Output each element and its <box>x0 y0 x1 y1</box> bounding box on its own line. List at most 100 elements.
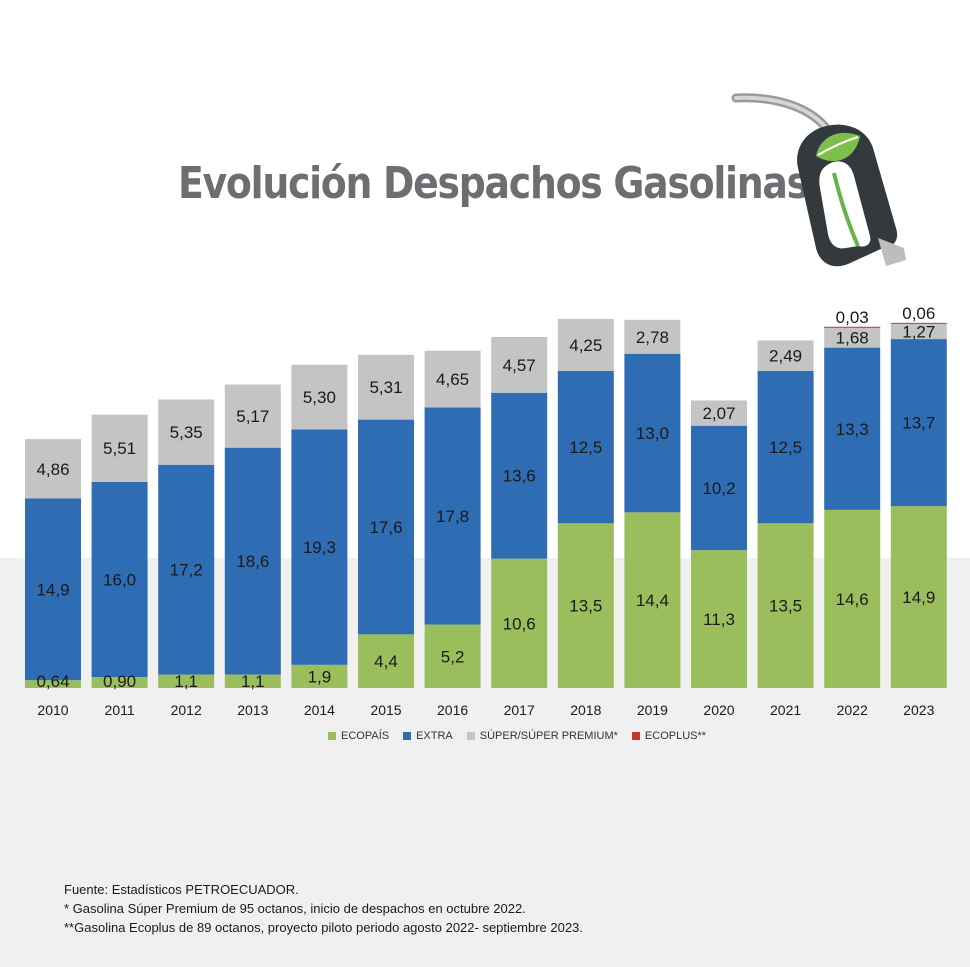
bar-ecoplus-2023 <box>890 322 947 324</box>
data-label-ecoplus-2023: 0,06 <box>902 304 935 323</box>
data-label-super-super-premium-2010: 4,86 <box>36 460 69 479</box>
data-label-ecopais-2017: 10,6 <box>503 614 536 633</box>
bar-super-super-premium-2020 <box>691 400 747 426</box>
data-label-super-super-premium-2022: 1,68 <box>836 328 869 347</box>
legend-swatch-extra <box>403 732 412 740</box>
data-label-super-super-premium-2018: 4,25 <box>569 336 602 355</box>
bar-super-super-premium-2011 <box>91 414 148 482</box>
footnotes: Fuente: Estadísticos PETROECUADOR. * Gas… <box>64 880 583 937</box>
footnote-super-premium: * Gasolina Súper Premium de 95 octanos, … <box>64 901 526 916</box>
chart-title: Evolución Despachos Gasolinas <box>178 158 809 209</box>
bar-super-super-premium-2021 <box>757 340 814 371</box>
bar-extra-2015 <box>358 419 414 635</box>
data-label-ecopais-2015: 4,4 <box>374 652 398 671</box>
data-label-extra-2010: 14,9 <box>36 580 69 599</box>
bar-extra-2014 <box>291 429 348 665</box>
x-tick-label-2013: 2013 <box>237 702 268 718</box>
data-label-ecopais-2019: 14,4 <box>636 591 669 610</box>
data-label-super-super-premium-2019: 2,78 <box>636 328 669 347</box>
bar-ecopais-2014 <box>291 664 348 688</box>
legend-label-ecoplus: ECOPLUS** <box>644 730 707 742</box>
data-label-super-super-premium-2017: 4,57 <box>503 356 536 375</box>
x-tick-label-2023: 2023 <box>903 702 934 718</box>
bar-extra-2012 <box>158 464 215 675</box>
bar-super-super-premium-2019 <box>624 319 681 354</box>
bar-super-super-premium-2012 <box>158 399 215 465</box>
fuel-nozzle-leaf-icon <box>731 93 906 267</box>
data-label-ecopais-2014: 1,9 <box>308 667 332 686</box>
data-label-ecopais-2016: 5,2 <box>441 647 465 666</box>
data-label-ecopais-2020: 11,3 <box>703 610 735 629</box>
bar-extra-2022 <box>824 347 881 510</box>
legend-label-extra: EXTRA <box>416 730 453 742</box>
x-tick-label-2022: 2022 <box>837 702 868 718</box>
legend-item-extra: EXTRA <box>403 730 453 742</box>
bar-super-super-premium-2015 <box>358 354 414 420</box>
bar-ecopais-2017 <box>491 558 548 688</box>
data-label-extra-2018: 12,5 <box>569 438 602 457</box>
bar-extra-2017 <box>491 392 548 559</box>
bar-extra-2011 <box>91 481 148 678</box>
data-label-super-super-premium-2011: 5,51 <box>103 439 136 458</box>
legend-item-ecopais: ECOPAÍS <box>328 730 389 742</box>
bar-ecopais-2021 <box>757 523 814 688</box>
bar-ecopais-2013 <box>224 674 281 688</box>
data-label-ecopais-2010: 0,64 <box>36 672 69 691</box>
data-label-extra-2020: 10,2 <box>702 479 735 498</box>
legend-label-ecopais: ECOPAÍS <box>341 730 390 742</box>
bar-extra-2013 <box>224 447 281 675</box>
data-label-extra-2019: 13,0 <box>636 424 669 443</box>
chart-legend: ECOPAÍS EXTRA SÚPER/SÚPER PREMIUM* ECOPL… <box>328 730 706 742</box>
legend-swatch-super <box>466 732 475 740</box>
data-label-super-super-premium-2016: 4,65 <box>436 370 469 389</box>
legend-swatch-ecoplus <box>631 732 640 740</box>
x-tick-label-2016: 2016 <box>437 702 468 718</box>
data-label-super-super-premium-2023: 1,27 <box>902 322 935 341</box>
bar-super-super-premium-2018 <box>557 318 614 371</box>
bar-super-super-premium-2010 <box>25 439 81 499</box>
data-label-super-super-premium-2014: 5,30 <box>303 388 336 407</box>
bar-extra-2023 <box>890 339 947 507</box>
data-label-extra-2016: 17,8 <box>436 507 469 526</box>
data-label-super-super-premium-2013: 5,17 <box>236 407 269 426</box>
data-label-extra-2017: 13,6 <box>503 467 536 486</box>
bar-ecopais-2015 <box>358 634 414 688</box>
data-label-extra-2023: 13,7 <box>902 414 935 433</box>
bar-ecopais-2018 <box>557 523 614 688</box>
bar-extra-2018 <box>557 370 614 524</box>
data-label-ecopais-2013: 1,1 <box>241 672 265 691</box>
bar-ecopais-2012 <box>158 674 215 688</box>
bar-super-super-premium-2014 <box>291 364 348 430</box>
bar-ecopais-2019 <box>624 512 681 688</box>
legend-swatch-ecopais <box>328 732 336 740</box>
data-label-super-super-premium-2021: 2,49 <box>769 347 802 366</box>
bar-ecopais-2011 <box>91 677 148 688</box>
bar-ecopais-2020 <box>691 550 747 688</box>
data-label-ecoplus-2022: 0,03 <box>836 308 869 327</box>
data-label-extra-2011: 16,0 <box>103 570 136 589</box>
x-tick-label-2012: 2012 <box>171 702 202 718</box>
x-tick-label-2018: 2018 <box>570 702 601 718</box>
x-tick-label-2019: 2019 <box>637 702 668 718</box>
data-label-extra-2021: 12,5 <box>769 438 802 457</box>
bar-extra-2016 <box>424 407 481 625</box>
x-tick-label-2017: 2017 <box>504 702 535 718</box>
bar-super-super-premium-2023 <box>890 323 947 340</box>
data-label-extra-2015: 17,6 <box>369 518 402 537</box>
bar-super-super-premium-2022 <box>824 327 881 348</box>
legend-item-ecoplus: ECOPLUS** <box>631 730 707 742</box>
bar-ecopais-2016 <box>424 624 481 688</box>
bar-super-super-premium-2013 <box>224 384 281 448</box>
source-note: Fuente: Estadísticos PETROECUADOR. <box>64 882 299 897</box>
bar-ecopais-2022 <box>824 509 881 688</box>
bar-extra-2021 <box>757 370 814 524</box>
x-tick-label-2014: 2014 <box>304 702 335 718</box>
legend-item-super: SÚPER/SÚPER PREMIUM* <box>466 730 618 742</box>
data-label-ecopais-2011: 0,90 <box>103 672 136 691</box>
bar-ecopais-2010 <box>25 680 81 688</box>
data-label-extra-2014: 19,3 <box>303 538 336 557</box>
data-label-extra-2013: 18,6 <box>236 552 269 571</box>
x-tick-label-2015: 2015 <box>370 702 401 718</box>
data-label-super-super-premium-2015: 5,31 <box>369 378 402 397</box>
